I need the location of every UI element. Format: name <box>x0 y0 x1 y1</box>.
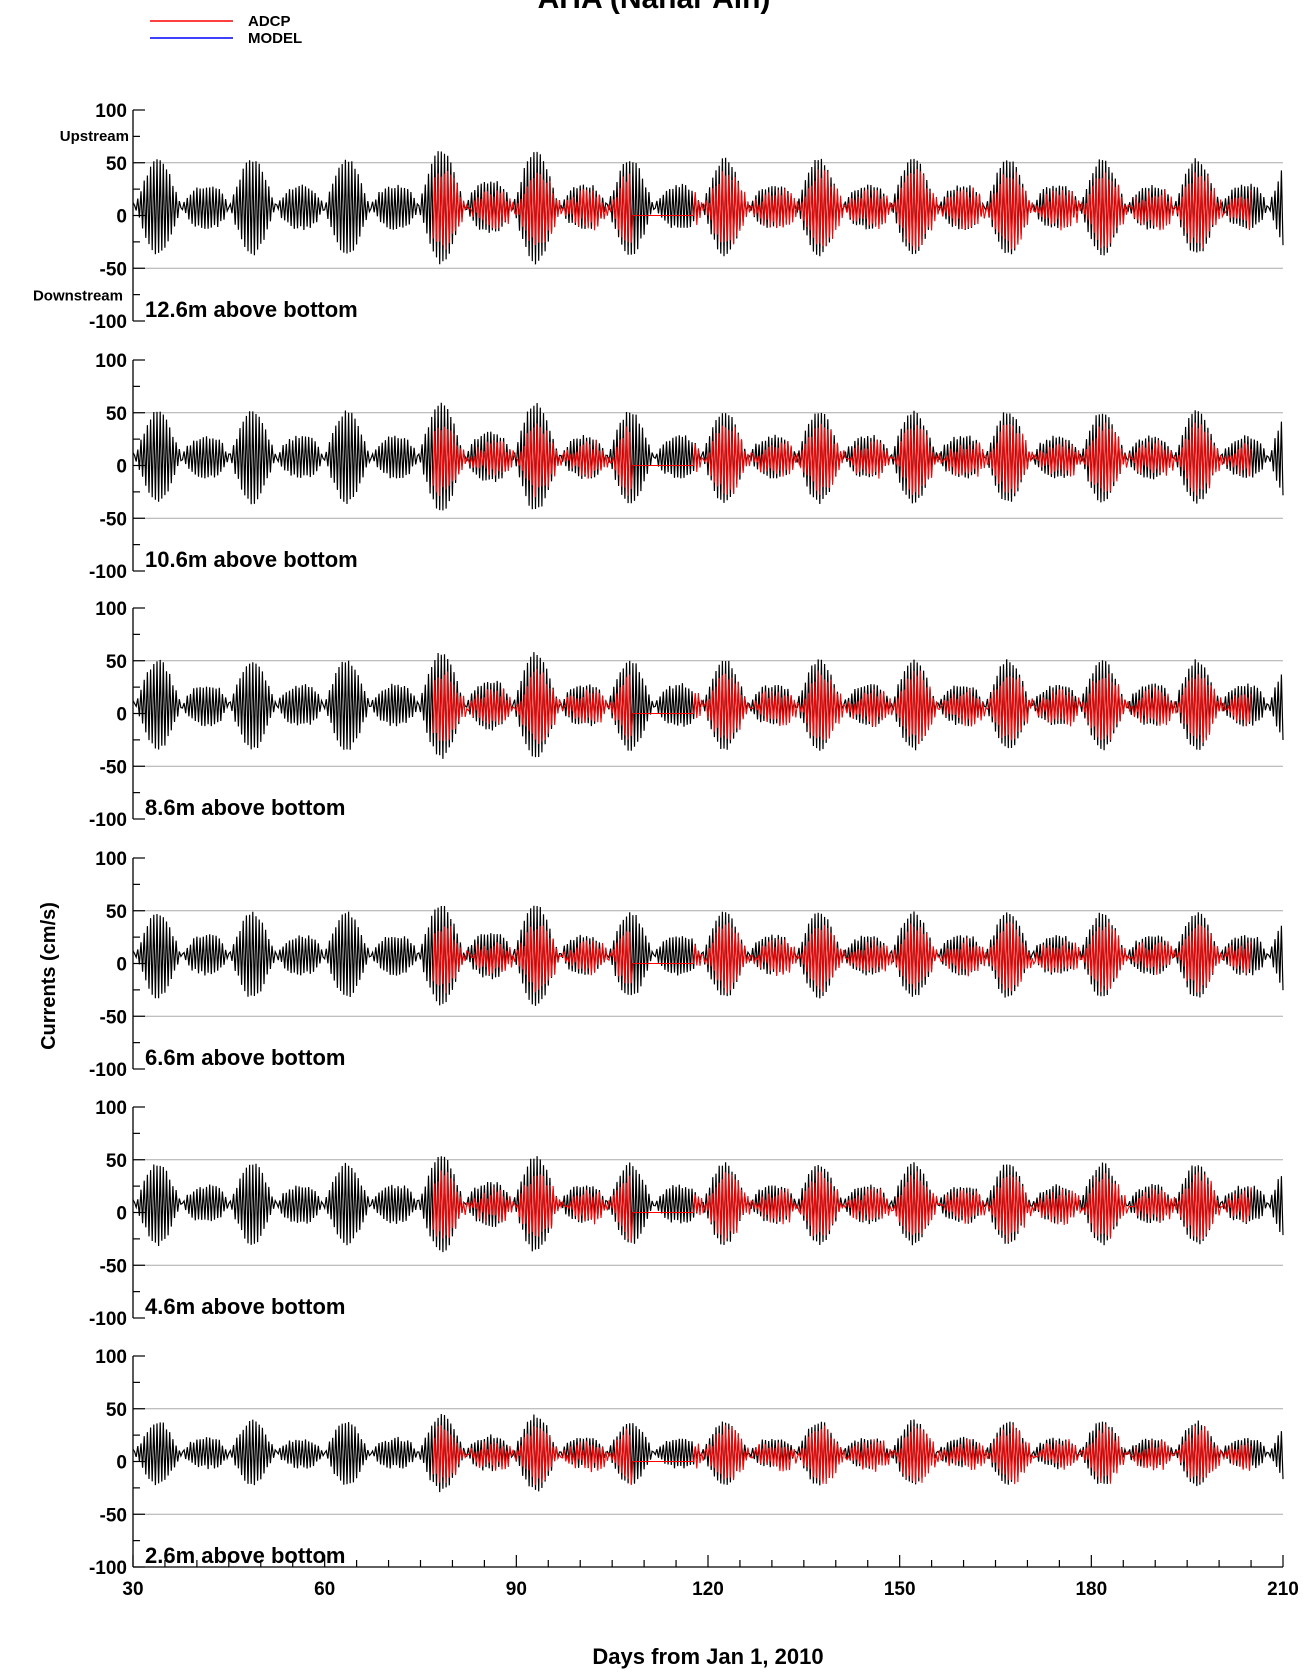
downstream-label: Downstream <box>33 288 123 305</box>
y-tick-label: 50 <box>106 154 127 175</box>
y-axis-label: Currents (cm/s) <box>38 902 60 1050</box>
legend-label-model: MODEL <box>248 30 302 47</box>
adcp-series-line <box>432 921 1252 994</box>
y-tick-label: 0 <box>116 1204 127 1225</box>
y-tick-label: 0 <box>116 955 127 976</box>
panel-5: 100 50 0 -50 -100 4.6m above bottom <box>89 1098 1284 1330</box>
panels-group: 100 50 0 -50 -100 Upstream Downstream 12.6m abo… <box>33 101 1284 1579</box>
y-tick-label: 0 <box>116 207 127 228</box>
y-tick-label: 50 <box>106 1151 127 1172</box>
y-tick-label: -50 <box>100 509 127 530</box>
panel-1: 100 50 0 -50 -100 Upstream Downstream 12.6m abo… <box>33 101 1284 333</box>
panel-2: 100 50 0 -50 -100 10.6m above bottom <box>89 351 1284 583</box>
model-series-line <box>132 151 1284 265</box>
y-tick-label: 50 <box>106 902 127 923</box>
model-series-line <box>132 1156 1284 1253</box>
panel-label: 4.6m above bottom <box>145 1294 345 1319</box>
model-series-line <box>132 905 1284 1006</box>
panel-label: 12.6m above bottom <box>145 297 358 322</box>
panel-label: 10.6m above bottom <box>145 547 358 572</box>
y-tick-label: 100 <box>95 599 127 620</box>
y-tick-label: -100 <box>89 1309 127 1330</box>
y-tick-label: 0 <box>116 1453 127 1474</box>
y-tick-label: 50 <box>106 404 127 425</box>
x-tick-label: 120 <box>692 1579 724 1600</box>
panel-label: 6.6m above bottom <box>145 1045 345 1070</box>
y-tick-label: -100 <box>89 1558 127 1579</box>
panel-label: 8.6m above bottom <box>145 795 345 820</box>
y-tick-label: -50 <box>100 1505 127 1526</box>
model-series-line <box>132 652 1284 759</box>
adcp-series-line <box>432 168 1252 251</box>
y-tick-label: -50 <box>100 757 127 778</box>
x-axis-label: Days from Jan 1, 2010 <box>592 1644 823 1669</box>
panel-6: 100 50 0 -50 -100 2.6m above bottom <box>89 1347 1284 1579</box>
y-tick-label: 0 <box>116 457 127 478</box>
chart-title: AHA (Nahar Ain) <box>538 0 771 15</box>
y-tick-label: 100 <box>95 351 127 372</box>
y-tick-label: 50 <box>106 652 127 673</box>
panel-label: 2.6m above bottom <box>145 1543 345 1568</box>
y-tick-label: 100 <box>95 849 127 870</box>
adcp-series-line <box>432 422 1252 498</box>
model-series-line <box>132 402 1284 511</box>
y-tick-label: 0 <box>116 705 127 726</box>
adcp-series-line <box>432 1424 1252 1486</box>
y-tick-label: -100 <box>89 312 127 333</box>
legend-label-adcp: ADCP <box>248 13 291 30</box>
model-series-line <box>132 1413 1284 1493</box>
y-tick-label: -50 <box>100 1256 127 1277</box>
x-tick-label: 150 <box>884 1579 916 1600</box>
y-tick-label: -100 <box>89 1060 127 1081</box>
y-tick-label: 100 <box>95 1347 127 1368</box>
upstream-label: Upstream <box>60 128 129 145</box>
legend: ADCP MODEL <box>150 13 302 47</box>
x-axis: 30 60 90 120 150 180 210 <box>122 1555 1299 1600</box>
y-tick-label: -50 <box>100 1007 127 1028</box>
y-tick-label: -50 <box>100 259 127 280</box>
y-tick-label: 100 <box>95 1098 127 1119</box>
adcp-series-line <box>432 668 1252 745</box>
y-tick-label: 100 <box>95 101 127 122</box>
x-tick-label: 60 <box>314 1579 335 1600</box>
x-tick-label: 30 <box>122 1579 143 1600</box>
y-tick-label: -100 <box>89 810 127 831</box>
adcp-series-line <box>432 1170 1252 1243</box>
panel-4: 100 50 0 -50 -100 6.6m above bottom <box>89 849 1284 1081</box>
y-tick-label: -100 <box>89 562 127 583</box>
x-tick-label: 210 <box>1267 1579 1299 1600</box>
x-tick-label: 180 <box>1075 1579 1107 1600</box>
panel-3: 100 50 0 -50 -100 8.6m above bottom <box>89 599 1284 831</box>
x-tick-label: 90 <box>506 1579 527 1600</box>
y-tick-label: 50 <box>106 1400 127 1421</box>
